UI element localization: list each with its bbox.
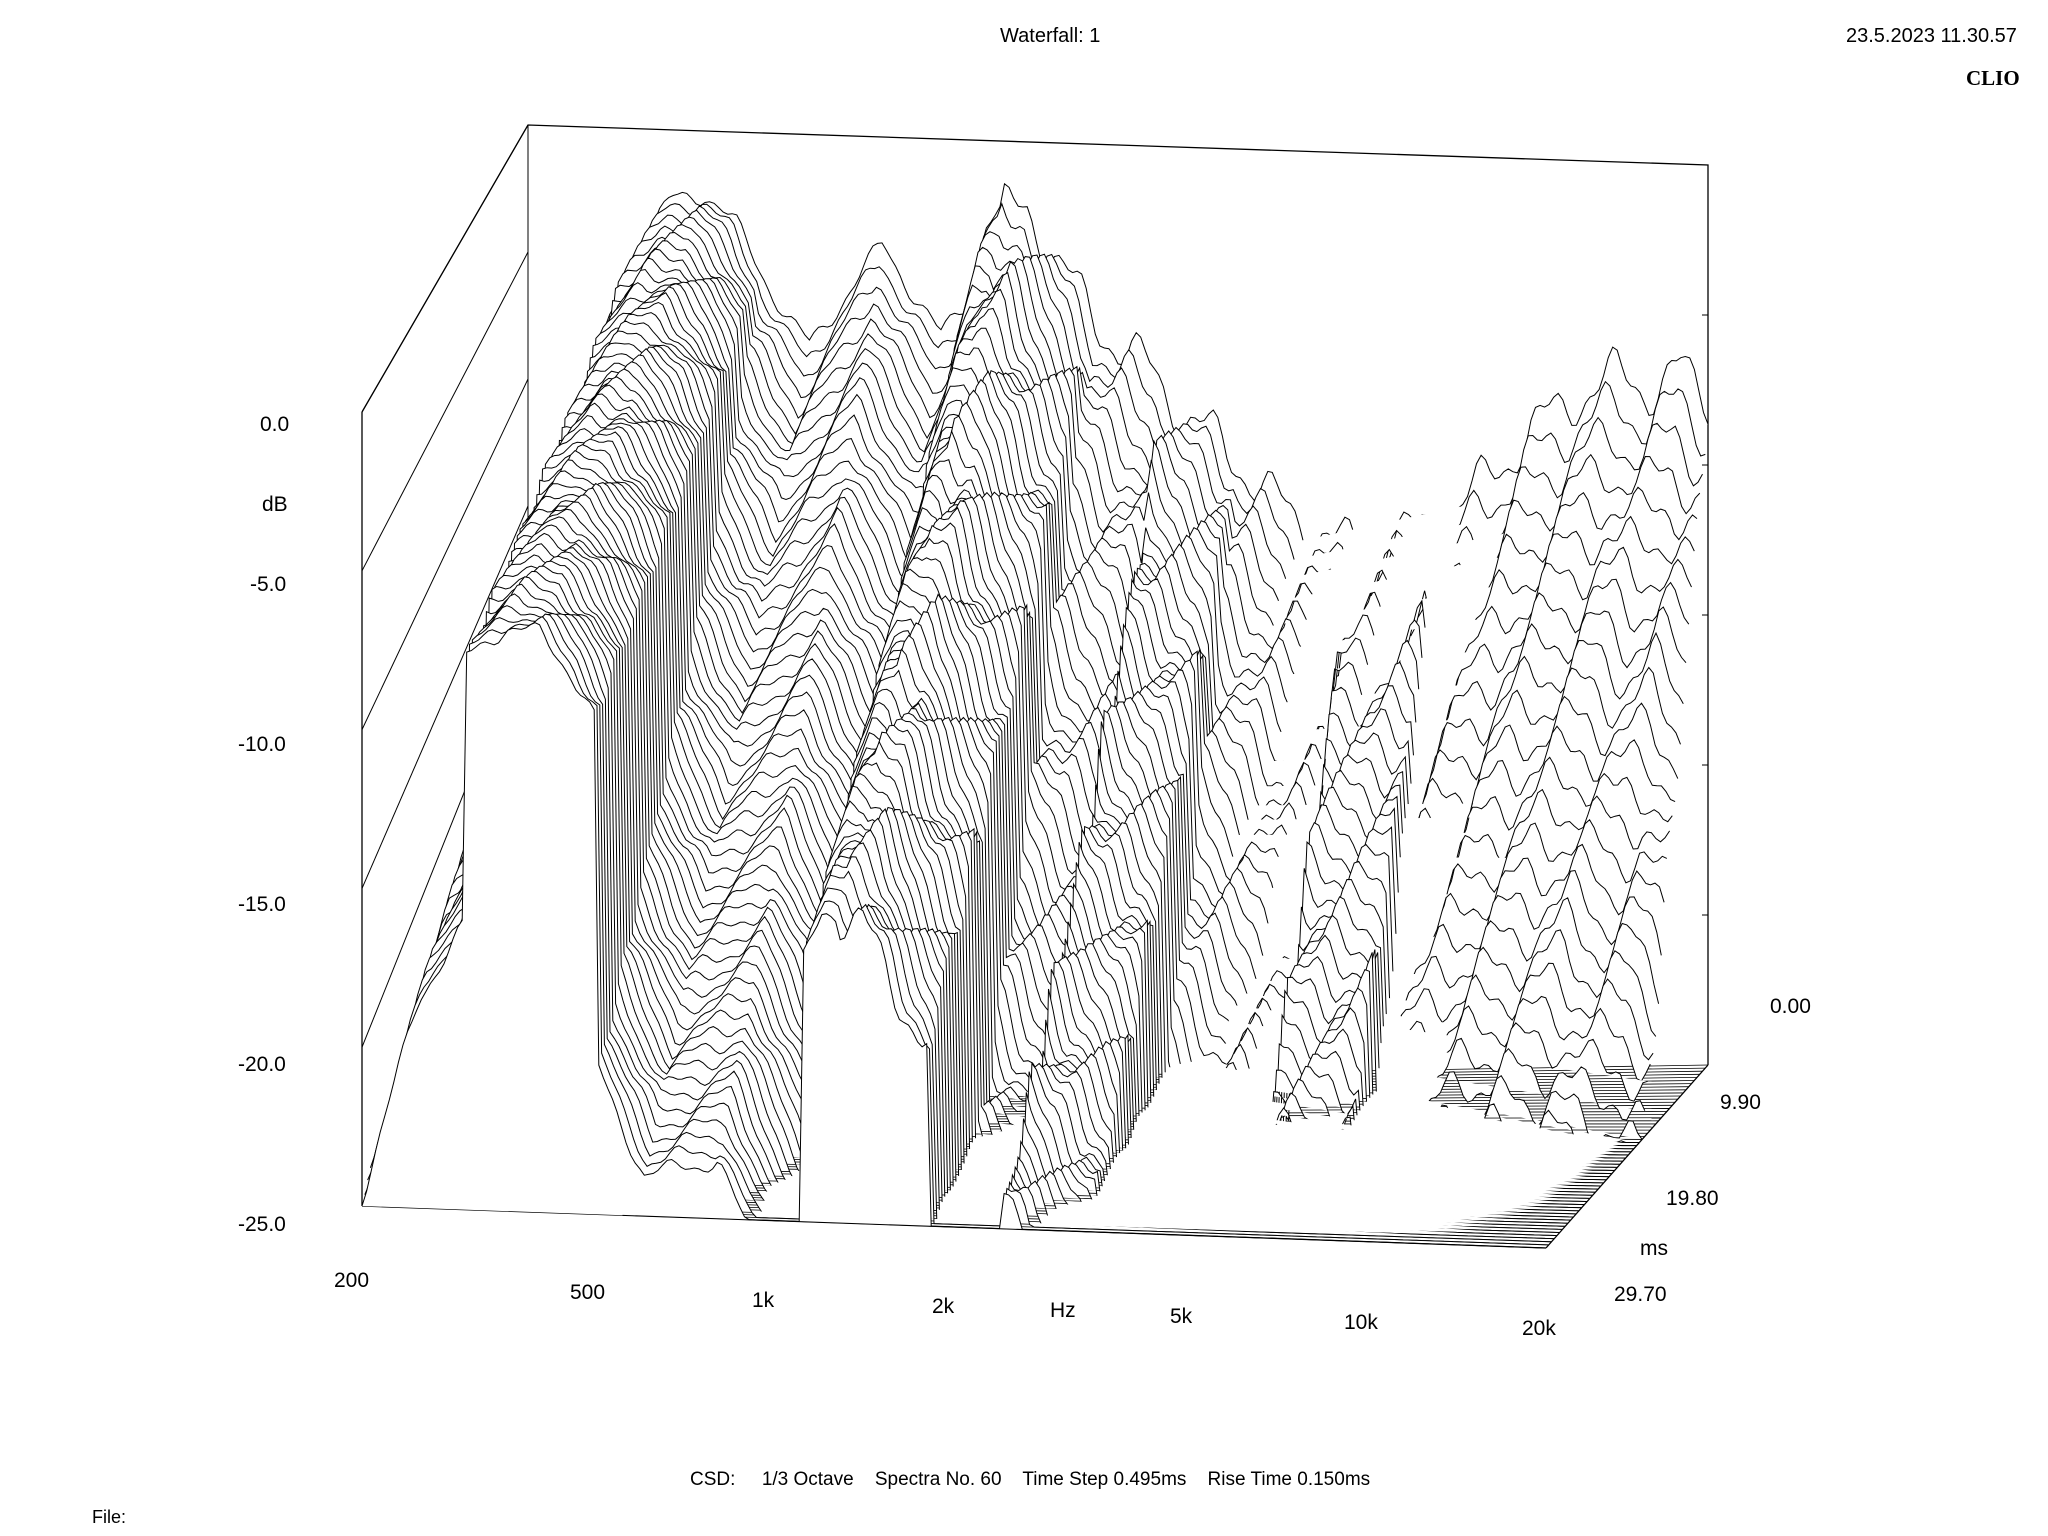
x-tick-200: 200 [334,1269,370,1292]
z-axis-label: ms [1640,1237,1668,1260]
x-tick-10k: 10k [1344,1311,1378,1334]
csd-label: CSD: [690,1469,736,1490]
y-tick-1: -5.0 [250,573,287,596]
spectra-group [361,182,1709,1249]
y-tick-3: -15.0 [238,893,286,916]
csd-smoothing: 1/3 Octave [761,1469,854,1490]
chart-title: Waterfall: 1 [1000,25,1101,47]
left-wall-gridline [361,505,529,889]
csd-rise-time: Rise Time 0.150ms [1207,1469,1371,1490]
frame-right-floor-edge [1545,1064,1709,1249]
x-tick-2k: 2k [932,1295,955,1318]
z-tick-1: 9.90 [1720,1091,1761,1114]
x-tick-5k: 5k [1170,1305,1193,1328]
y-axis-label: dB [262,493,288,516]
x-axis-label: Hz [1050,1299,1076,1322]
left-wall-gridline [361,124,529,413]
y-tick-0: 0.0 [260,413,290,436]
x-tick-500: 500 [570,1281,606,1304]
csd-footer: CSD: 1/3 Octave Spectra No. 60 Time Step… [690,1470,1370,1489]
y-tick-4: -20.0 [238,1053,286,1076]
y-tick-2: -10.0 [238,733,286,756]
floor-slice-line [622,1214,1547,1249]
x-tick-20k: 20k [1522,1317,1556,1340]
clio-logo: CLIO [1966,66,2020,90]
left-wall-gridline [361,378,529,730]
left-wall-gridline [361,251,529,572]
file-label: File: [92,1507,127,1527]
timestamp: 23.5.2023 11.30.57 [1846,25,2017,47]
y-tick-5: -25.0 [238,1213,286,1236]
csd-time-step: Time Step 0.495ms [1022,1469,1187,1490]
z-tick-3: 29.70 [1614,1283,1667,1306]
z-tick-2: 19.80 [1666,1187,1719,1210]
z-tick-0: 0.00 [1770,995,1811,1018]
x-tick-1k: 1k [752,1289,775,1312]
csd-spectra: Spectra No. 60 [874,1469,1002,1490]
floor-slice-line [625,1212,1549,1246]
